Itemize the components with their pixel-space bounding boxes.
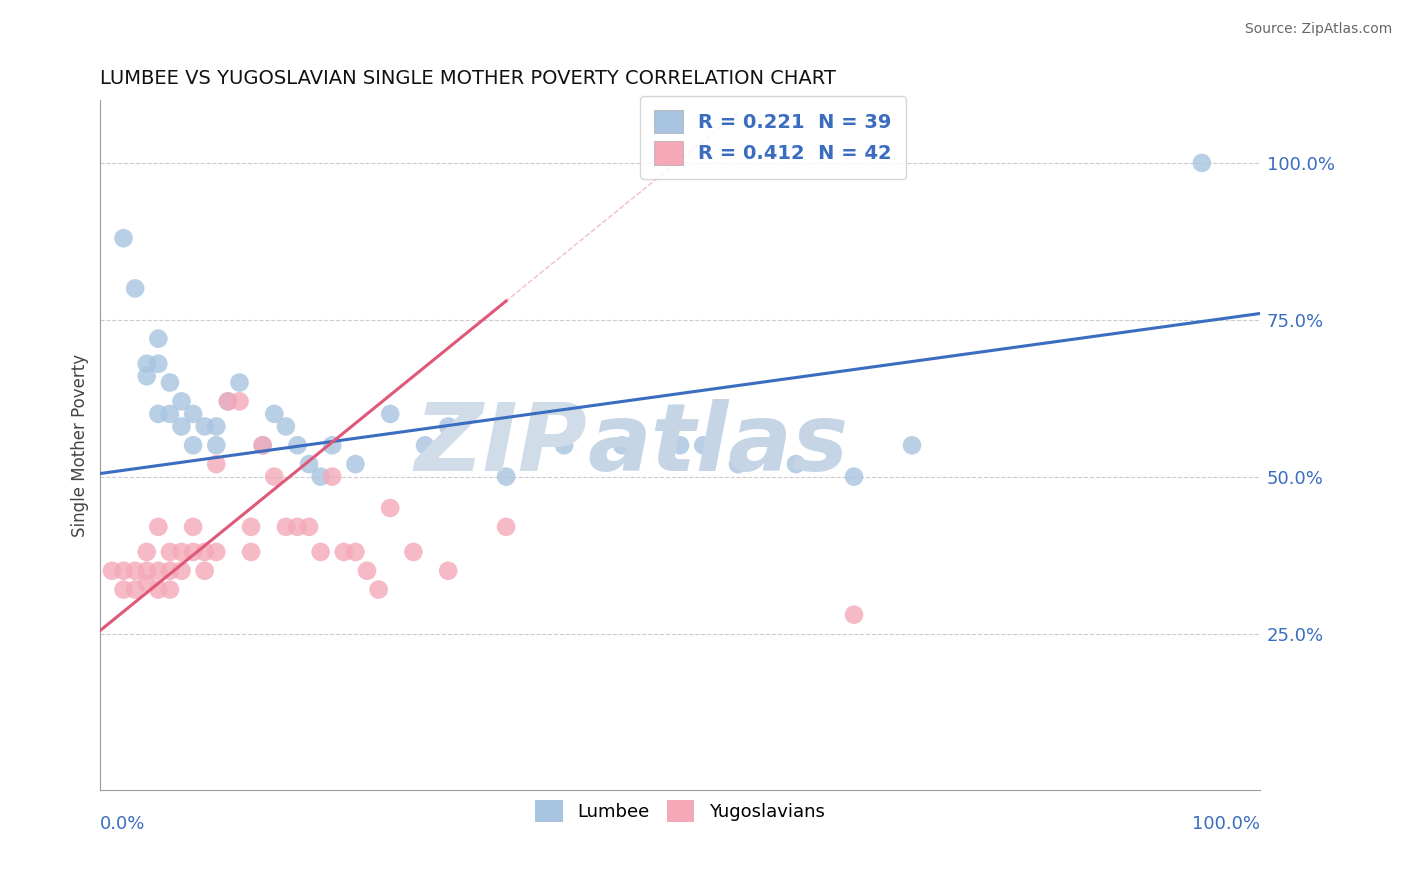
Point [159, 582, 181, 597]
Point [205, 438, 228, 452]
Point [344, 457, 367, 471]
Point [205, 545, 228, 559]
Point [298, 520, 321, 534]
Point [159, 407, 181, 421]
Point [194, 564, 217, 578]
Point [194, 419, 217, 434]
Point [205, 457, 228, 471]
Point [217, 394, 239, 409]
Point [274, 419, 297, 434]
Text: Source: ZipAtlas.com: Source: ZipAtlas.com [1244, 22, 1392, 37]
Point [159, 564, 181, 578]
Point [148, 332, 170, 346]
Point [181, 545, 204, 559]
Text: 0.0%: 0.0% [100, 814, 146, 832]
Point [124, 281, 146, 295]
Point [181, 438, 204, 452]
Point [112, 564, 135, 578]
Point [669, 438, 692, 452]
Point [402, 545, 425, 559]
Point [135, 564, 157, 578]
Point [495, 520, 517, 534]
Point [495, 469, 517, 483]
Point [159, 376, 181, 390]
Point [112, 231, 135, 245]
Y-axis label: Single Mother Poverty: Single Mother Poverty [72, 354, 89, 537]
Point [842, 469, 865, 483]
Point [380, 407, 402, 421]
Point [437, 564, 460, 578]
Point [727, 457, 749, 471]
Point [148, 564, 170, 578]
Point [287, 520, 309, 534]
Point [217, 394, 239, 409]
Point [252, 438, 274, 452]
Point [367, 582, 389, 597]
Point [148, 357, 170, 371]
Legend: Lumbee, Yugoslavians: Lumbee, Yugoslavians [529, 793, 832, 830]
Point [205, 419, 228, 434]
Point [170, 394, 193, 409]
Point [437, 419, 460, 434]
Point [1191, 156, 1213, 170]
Point [148, 520, 170, 534]
Point [148, 582, 170, 597]
Point [413, 438, 436, 452]
Point [785, 457, 807, 471]
Point [148, 407, 170, 421]
Point [240, 545, 263, 559]
Point [170, 564, 193, 578]
Point [309, 469, 332, 483]
Point [170, 419, 193, 434]
Point [344, 545, 367, 559]
Point [252, 438, 274, 452]
Point [170, 545, 193, 559]
Point [263, 469, 285, 483]
Point [842, 607, 865, 622]
Point [321, 469, 343, 483]
Point [181, 407, 204, 421]
Text: ZIP: ZIP [415, 400, 588, 491]
Point [333, 545, 356, 559]
Point [135, 369, 157, 384]
Text: atlas: atlas [588, 400, 849, 491]
Text: 100.0%: 100.0% [1192, 814, 1260, 832]
Point [194, 545, 217, 559]
Point [228, 394, 250, 409]
Point [159, 545, 181, 559]
Point [356, 564, 378, 578]
Point [553, 438, 575, 452]
Point [380, 501, 402, 516]
Point [240, 520, 263, 534]
Point [610, 438, 633, 452]
Point [101, 564, 124, 578]
Point [112, 582, 135, 597]
Point [135, 576, 157, 591]
Point [135, 545, 157, 559]
Text: LUMBEE VS YUGOSLAVIAN SINGLE MOTHER POVERTY CORRELATION CHART: LUMBEE VS YUGOSLAVIAN SINGLE MOTHER POVE… [100, 69, 837, 87]
Point [287, 438, 309, 452]
Point [901, 438, 924, 452]
Point [181, 520, 204, 534]
Point [321, 438, 343, 452]
Point [692, 438, 714, 452]
Point [228, 376, 250, 390]
Point [309, 545, 332, 559]
Point [124, 582, 146, 597]
Point [274, 520, 297, 534]
Point [124, 564, 146, 578]
Point [263, 407, 285, 421]
Point [298, 457, 321, 471]
Point [135, 357, 157, 371]
